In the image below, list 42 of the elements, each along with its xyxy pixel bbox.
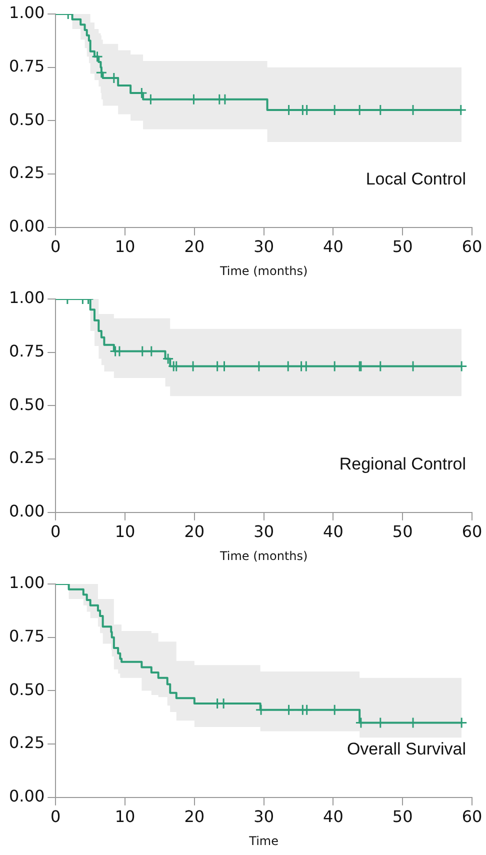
x-tick-label: 10 <box>114 237 136 256</box>
y-tick-label: 1.00 <box>9 288 45 308</box>
x-tick-label: 40 <box>323 807 344 826</box>
x-tick-label: 0 <box>50 237 61 256</box>
y-tick-label: 0.50 <box>9 680 45 699</box>
x-tick-label: 50 <box>392 807 413 826</box>
x-tick-label: 0 <box>50 522 61 542</box>
x-tick-label: 40 <box>323 237 344 256</box>
x-tick-label: 30 <box>254 237 274 256</box>
x-axis-title: Time (months) <box>218 548 308 563</box>
x-tick-label: 10 <box>114 522 136 542</box>
y-tick-label: 1.00 <box>9 3 45 22</box>
y-tick-label: 0.50 <box>9 110 45 129</box>
y-tick-label: 0.00 <box>9 502 45 521</box>
y-tick-label: 0.75 <box>9 626 45 646</box>
x-axis-title: Time (months) <box>218 264 308 278</box>
x-tick-label: 50 <box>392 237 413 256</box>
x-tick-label: 0 <box>50 807 61 826</box>
x-axis-title: Time <box>248 834 278 848</box>
x-tick-label: 60 <box>462 237 482 256</box>
y-tick-label: 0.50 <box>9 394 45 414</box>
annotation: Overall Survival <box>346 740 466 759</box>
annotation: Local Control <box>366 170 466 189</box>
y-tick-label: 0.00 <box>9 216 45 236</box>
x-tick-label: 20 <box>184 807 205 826</box>
annotation: Regional Control <box>339 454 466 474</box>
x-tick-label: 60 <box>462 807 482 826</box>
x-tick-label: 30 <box>254 807 274 826</box>
y-tick-label: 0.75 <box>9 342 45 361</box>
y-tick-label: 0.00 <box>9 786 45 806</box>
y-tick-label: 0.25 <box>9 448 45 468</box>
x-tick-label: 60 <box>462 522 482 542</box>
x-tick-label: 10 <box>114 807 136 826</box>
y-tick-label: 0.75 <box>9 56 45 76</box>
x-tick-label: 50 <box>392 522 413 542</box>
x-tick-label: 30 <box>254 522 274 542</box>
y-tick-label: 0.25 <box>9 733 45 752</box>
y-tick-label: 1.00 <box>9 573 45 592</box>
x-tick-label: 20 <box>184 237 205 256</box>
x-tick-label: 40 <box>323 522 344 542</box>
x-tick-label: 20 <box>184 522 205 542</box>
y-tick-label: 0.25 <box>9 163 45 182</box>
